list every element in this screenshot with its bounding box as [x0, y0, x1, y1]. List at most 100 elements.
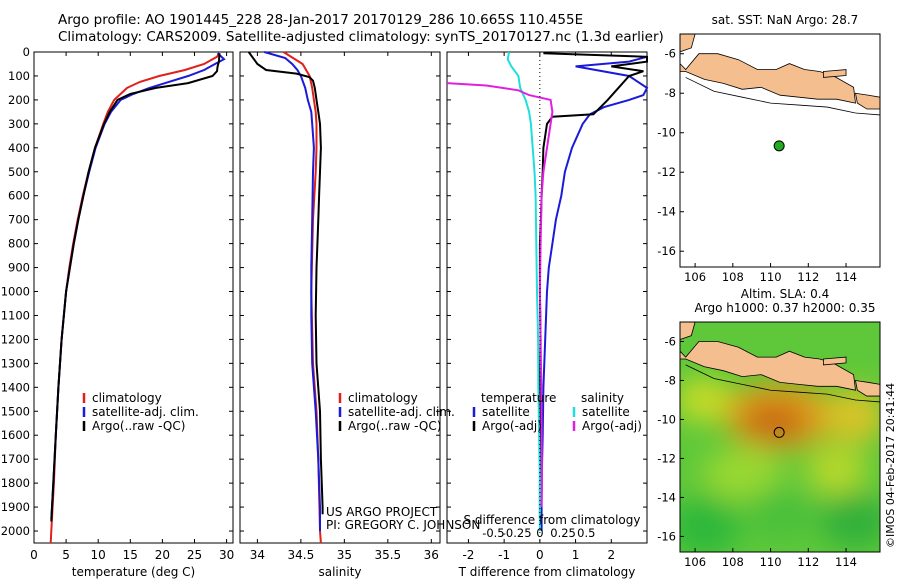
x-tick-label: 112 [797, 555, 819, 569]
legend-title: temperature [481, 391, 556, 405]
series-line [506, 51, 541, 531]
salinity-tick-label: 0.5 [577, 526, 595, 540]
x-tick-label: 20 [155, 548, 170, 562]
y-tick-label: -10 [657, 126, 676, 140]
sla-blob [740, 401, 809, 442]
legend-label: satellite [482, 405, 530, 419]
shelf-contour [685, 364, 880, 403]
land-madura [822, 356, 847, 366]
y-tick-label: 200 [8, 93, 30, 107]
y-tick-label: 2000 [1, 524, 30, 538]
land-madura [822, 69, 847, 78]
sla-blob [702, 448, 783, 501]
series-line [50, 53, 221, 522]
sla-blob [746, 487, 814, 540]
y-tick-label: 1800 [1, 476, 30, 490]
argo-location-marker [773, 140, 785, 152]
x-tick-label: 36 [424, 548, 439, 562]
series-line [49, 52, 220, 544]
temperature-xlabel: temperature (deg C) [72, 565, 195, 579]
x-tick-label: 106 [684, 555, 706, 569]
x-tick-label: 0 [30, 548, 38, 562]
series-line [538, 52, 648, 519]
legend-label: Argo(-adj) [582, 419, 642, 433]
temperature-frame [33, 51, 234, 544]
x-tick-label: 25 [187, 548, 202, 562]
x-tick-label: 112 [797, 270, 819, 284]
y-tick-label: 1000 [1, 285, 30, 299]
salinity-frame [239, 51, 441, 544]
legend-label: satellite [582, 405, 630, 419]
y-tick-label: 300 [8, 117, 30, 131]
x-tick-label: 34.5 [288, 548, 315, 562]
legend-label: Argo(-adj) [482, 419, 542, 433]
y-tick-label: 1500 [1, 404, 30, 418]
y-tick-label: -6 [665, 334, 676, 348]
y-tick-label: 1700 [1, 452, 30, 466]
land-bali [854, 379, 880, 397]
legend-title: salinity [581, 391, 624, 405]
sla_map-panel: 106 108 110 112 114 -6 -8 -10 -12 -14 -16 Altim. SL… [657, 287, 881, 569]
y-tick-label: -12 [657, 165, 676, 179]
x-tick-label: 2 [607, 548, 615, 562]
sla_map-title: Altim. SLA: 0.4 [741, 287, 829, 301]
land-bali [854, 92, 880, 110]
land-java [680, 341, 856, 391]
difference-panel: -2 -1 0 1 2 T difference from climatology [446, 51, 649, 579]
legend-label: climatology [92, 391, 162, 405]
y-tick-label: -8 [665, 86, 676, 100]
sla-blob [806, 446, 867, 495]
sst_map-panel: 106 108 110 112 114 -6 -8 -10 -12 -14 -16 sat. SST:… [657, 13, 881, 284]
sst_map-frame [679, 33, 881, 268]
salinity-xlabel: salinity [318, 565, 361, 579]
sla_map-subtitle: Argo h1000: 0.37 h2000: 0.35 [695, 301, 876, 315]
y-tick-label: -8 [665, 373, 676, 387]
salinity-tick-label: 0.25 [550, 526, 576, 540]
x-tick-label: 5 [62, 548, 70, 562]
project-annotation: US ARGO PROJECT [326, 505, 438, 519]
series-line [540, 55, 649, 531]
legend-label: Argo(..raw -QC) [92, 419, 185, 433]
y-tick-label: 1600 [1, 428, 30, 442]
y-tick-label: -16 [657, 244, 676, 258]
x-tick-label: 114 [835, 555, 857, 569]
land-java [680, 53, 856, 104]
sla-field [680, 377, 880, 552]
x-tick-label: 35 [337, 548, 352, 562]
y-tick-label: 1400 [1, 380, 30, 394]
y-tick-label: 1300 [1, 356, 30, 370]
y-tick-label: -16 [657, 529, 676, 543]
x-tick-label: 110 [760, 270, 782, 284]
y-tick-label: 1100 [1, 308, 30, 322]
legend-label: satellite-adj. clim. [348, 405, 455, 419]
x-tick-label: 114 [835, 270, 857, 284]
y-tick-label: 500 [8, 165, 30, 179]
x-tick-label: 106 [684, 270, 706, 284]
x-tick-label: 108 [722, 270, 744, 284]
x-tick-label: 108 [722, 555, 744, 569]
y-tick-label: 900 [8, 261, 30, 275]
y-tick-label: -10 [657, 412, 676, 426]
x-tick-label: 1 [572, 548, 580, 562]
temperature-panel: 0 5 10 15 20 25 30 temperature (deg C) 0 100 200 30… [1, 45, 235, 579]
imos-watermark: ©IMOS 04-Feb-2017 20:41:44 [884, 382, 897, 548]
x-tick-label: 10 [91, 548, 106, 562]
y-tick-label: -6 [665, 47, 676, 61]
y-tick-label: 700 [8, 213, 30, 227]
y-tick-label: -14 [657, 205, 676, 219]
sst_map-title: sat. SST: NaN Argo: 28.7 [712, 13, 859, 27]
x-tick-label: 35.5 [374, 548, 401, 562]
land-sumatra [680, 322, 696, 340]
series-line [247, 51, 324, 515]
y-tick-label: 100 [8, 69, 30, 83]
sla_map-frame [679, 321, 881, 553]
salinity-tick-label: -0.25 [502, 526, 532, 540]
sla-blob [825, 387, 880, 444]
legend-label: climatology [348, 391, 418, 405]
y-tick-label: 1200 [1, 332, 30, 346]
y-tick-label: 1900 [1, 500, 30, 514]
x-tick-label: 30 [219, 548, 234, 562]
sla-blob [680, 377, 735, 422]
salinity-tick-label: -0.5 [482, 526, 504, 540]
